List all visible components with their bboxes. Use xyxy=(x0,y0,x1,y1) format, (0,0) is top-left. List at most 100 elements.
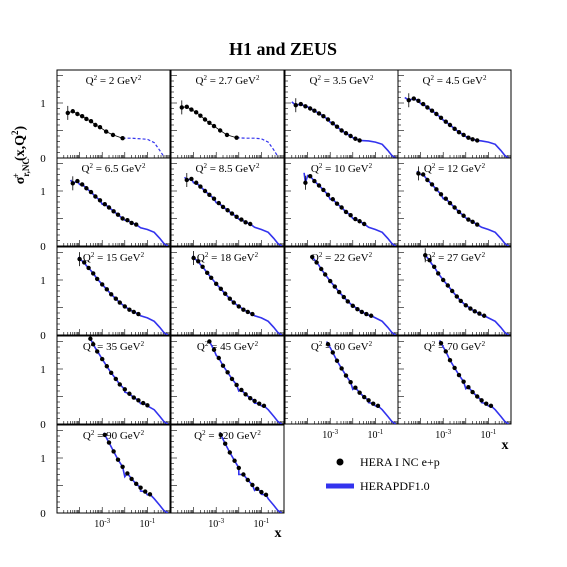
panel-plot-area xyxy=(77,252,169,335)
data-point xyxy=(250,311,255,317)
y-tick-label: 0 xyxy=(40,330,46,342)
data-point xyxy=(336,289,342,295)
data-point xyxy=(353,136,358,141)
data-point xyxy=(461,379,466,384)
data-point xyxy=(447,200,453,206)
data-point xyxy=(362,221,367,227)
data-point xyxy=(334,201,340,206)
data-point xyxy=(248,395,253,401)
data-point xyxy=(263,492,269,498)
data-point xyxy=(216,200,221,206)
data-point xyxy=(88,189,94,195)
x-tick-label: 10-3 xyxy=(435,428,451,441)
data-point xyxy=(91,342,96,347)
data-point xyxy=(239,217,244,222)
data-point xyxy=(343,209,349,215)
data-point xyxy=(193,110,199,115)
data-point xyxy=(357,219,362,224)
x-tick-label: 10-1 xyxy=(480,428,496,441)
data-point xyxy=(252,398,257,404)
panel-plot-area xyxy=(404,93,510,158)
data-point xyxy=(243,392,248,397)
data-point xyxy=(353,216,358,222)
panel-label: Q2 = 10 GeV2 xyxy=(311,162,373,175)
data-point xyxy=(316,111,322,116)
data-point xyxy=(353,385,358,390)
data-point xyxy=(191,255,196,261)
data-point xyxy=(211,347,217,352)
panel-label: Q2 = 6.5 GeV2 xyxy=(82,162,146,175)
panel-plot-area xyxy=(69,176,169,246)
data-point xyxy=(216,355,221,361)
data-point xyxy=(88,118,94,124)
panel-label: Q2 = 2 GeV2 xyxy=(86,74,142,87)
data-point xyxy=(208,275,214,280)
data-point xyxy=(86,265,91,271)
data-point xyxy=(434,187,439,192)
data-point xyxy=(84,186,89,191)
data-point xyxy=(312,108,317,113)
data-point xyxy=(330,350,335,355)
data-point xyxy=(129,476,134,482)
data-point xyxy=(127,391,132,396)
panel-plot-area xyxy=(303,172,397,246)
data-point xyxy=(88,336,93,341)
data-point xyxy=(184,177,189,183)
x-tick-label: 10-3 xyxy=(322,428,338,441)
panel-q2-3.5: Q2 = 3.5 GeV2 xyxy=(284,69,399,159)
data-point xyxy=(207,339,212,344)
data-point xyxy=(75,111,80,117)
data-point xyxy=(222,441,228,446)
legend-data-marker xyxy=(336,458,344,466)
data-point xyxy=(452,365,457,371)
data-point xyxy=(429,108,435,113)
data-point xyxy=(443,349,448,354)
data-point xyxy=(348,133,353,139)
data-point xyxy=(84,116,89,122)
data-point xyxy=(110,132,116,138)
data-point xyxy=(117,382,122,387)
data-point xyxy=(463,303,468,308)
data-point xyxy=(111,209,116,214)
y-tick-label: 0 xyxy=(40,419,46,431)
panels-layer: 0 1 Q2 = 2 GeV2 Q2 = 2.7 GeV2 Q2 = 3.5 GeV2 Q… xyxy=(40,69,512,530)
data-point xyxy=(456,129,462,135)
data-point xyxy=(475,138,480,143)
y-axis-label: σr,NC+(x,Q2) xyxy=(10,125,31,184)
panel-q2-18: Q2 = 18 GeV2 xyxy=(170,246,285,336)
data-point xyxy=(438,115,444,121)
data-point xyxy=(140,400,146,406)
data-point xyxy=(371,401,376,406)
panel-plot-area xyxy=(191,251,283,335)
y-tick-label: 1 xyxy=(40,186,46,198)
panel-label: Q2 = 45 GeV2 xyxy=(197,340,259,353)
data-point xyxy=(93,122,98,128)
data-point xyxy=(307,106,313,111)
data-point xyxy=(106,440,112,445)
fit-curve xyxy=(291,101,397,158)
data-point xyxy=(443,119,448,124)
data-point xyxy=(122,387,128,392)
data-point xyxy=(447,122,453,128)
data-point xyxy=(341,294,347,300)
panel-label: Q2 = 2.7 GeV2 xyxy=(196,74,260,87)
data-point xyxy=(129,220,134,226)
data-point xyxy=(312,178,317,184)
data-point xyxy=(125,471,130,476)
data-point xyxy=(438,192,444,197)
data-point xyxy=(196,259,201,264)
data-point xyxy=(434,111,439,117)
data-point xyxy=(443,196,448,201)
data-point xyxy=(241,307,246,312)
data-point xyxy=(239,387,244,393)
data-point xyxy=(416,98,421,104)
data-point xyxy=(345,299,350,304)
data-point xyxy=(120,216,125,221)
data-point xyxy=(472,309,477,314)
fit-curve xyxy=(416,170,510,246)
data-point xyxy=(293,103,298,108)
data-point xyxy=(343,373,349,378)
data-point xyxy=(339,205,344,210)
y-tick-label: 0 xyxy=(40,153,46,165)
data-point xyxy=(200,264,205,269)
